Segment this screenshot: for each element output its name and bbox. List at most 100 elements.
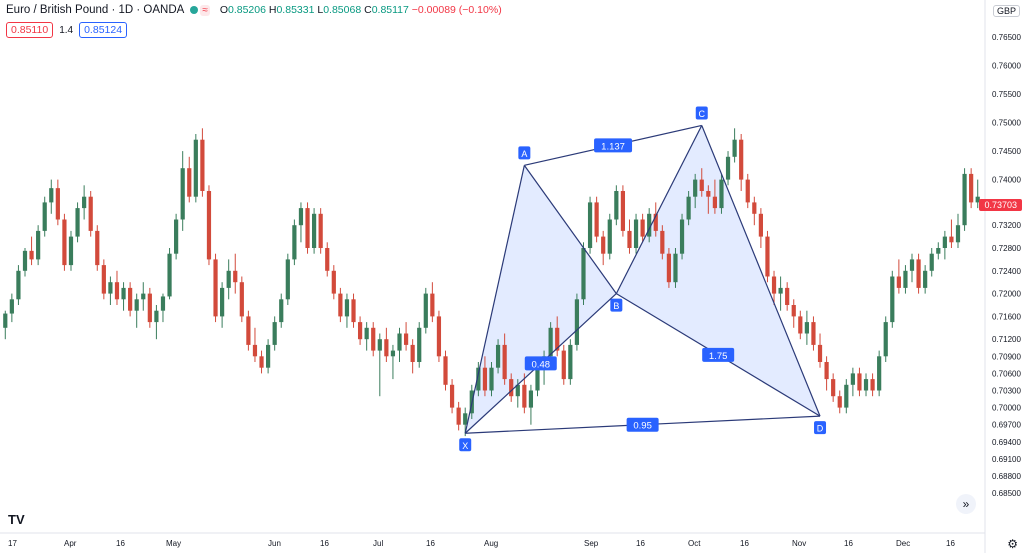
point-label-bg <box>695 106 708 120</box>
low-value: 0.85068 <box>323 4 362 16</box>
candle-body <box>706 191 711 197</box>
candle-body <box>666 253 672 283</box>
symbol-title[interactable]: Euro / British Pound · 1D · OANDA <box>6 4 185 16</box>
candle-body <box>771 276 777 294</box>
point-label-bg <box>518 146 531 160</box>
candle-body <box>141 293 146 300</box>
y-tick-label: 0.72800 <box>992 244 1021 253</box>
symbol-header: Euro / British Pound · 1D · OANDA ≈ O0.8… <box>6 4 502 16</box>
candle-body <box>581 248 586 300</box>
y-tick-label: 0.69400 <box>992 438 1021 447</box>
candle-body <box>68 236 74 266</box>
candle-body <box>555 327 560 351</box>
open-value: 0.85206 <box>227 4 266 16</box>
y-tick-label: 0.71600 <box>992 312 1021 321</box>
y-tick-label: 0.70300 <box>992 387 1021 396</box>
y-tick-label: 0.70000 <box>992 404 1021 413</box>
candle-body <box>449 384 455 408</box>
x-tick-label: Jul <box>373 539 383 548</box>
candle-body <box>909 259 915 271</box>
candle-body <box>311 213 317 248</box>
candle-body <box>752 202 757 214</box>
sell-price-button[interactable]: 0.85110 <box>6 22 54 38</box>
candle-body <box>712 196 717 209</box>
candle-body <box>279 299 284 323</box>
x-tick-label: 17 <box>8 539 17 548</box>
candle-body <box>82 196 87 209</box>
point-label: C <box>699 109 706 119</box>
candle-body <box>660 230 665 254</box>
candle-body <box>377 339 382 351</box>
pattern-line-cd <box>701 125 821 417</box>
candle-body <box>338 293 343 317</box>
point-label: X <box>462 441 468 451</box>
x-tick-label: 16 <box>426 539 435 548</box>
candle-body <box>36 230 41 260</box>
y-tick-label: 0.69700 <box>992 421 1021 430</box>
candle-body <box>548 327 553 357</box>
settings-gear-icon[interactable]: ⚙ <box>1007 537 1018 551</box>
x-tick-label: 16 <box>320 539 329 548</box>
candle-body <box>896 276 901 288</box>
candle-body <box>174 219 179 254</box>
tradingview-logo[interactable]: TV <box>8 512 25 527</box>
candle-body <box>384 339 389 357</box>
chevron-right-icon: » <box>962 497 970 511</box>
candle-body <box>614 191 619 220</box>
candle-body <box>923 270 928 288</box>
candle-body <box>633 219 639 248</box>
open-label: O <box>219 4 228 16</box>
candle-body <box>831 379 836 397</box>
candle-body <box>620 191 626 231</box>
currency-selector[interactable]: GBP <box>992 5 1020 17</box>
candle-body <box>371 327 376 351</box>
candle-body <box>403 333 409 345</box>
pattern-line-ab <box>523 165 617 294</box>
candle-body <box>436 316 442 357</box>
candle-body <box>463 413 468 425</box>
candle-body <box>903 270 908 288</box>
candle-body <box>798 316 803 334</box>
candle-body <box>305 208 310 248</box>
close-value: 0.85117 <box>371 4 409 16</box>
candle-body <box>220 287 225 317</box>
candle-body <box>180 168 185 220</box>
indicator-wave-icon[interactable]: ≈ <box>200 4 210 16</box>
x-tick-label: Dec <box>896 539 910 548</box>
candle-body <box>502 344 507 380</box>
candle-body <box>55 188 60 220</box>
candle-body <box>226 270 231 288</box>
candle-body <box>482 367 488 391</box>
x-tick-label: May <box>166 539 181 548</box>
candle-body <box>49 188 54 203</box>
candle-body <box>568 344 573 380</box>
candle-body <box>154 310 159 323</box>
candle-body <box>877 356 882 391</box>
point-label-bg <box>814 421 827 435</box>
candle-body <box>883 322 888 357</box>
candle-body <box>285 259 290 300</box>
status-icons: ≈ <box>190 4 210 16</box>
candle-body <box>167 253 172 297</box>
candle-body <box>929 253 934 271</box>
candle-body <box>679 219 685 254</box>
candle-body <box>9 299 14 314</box>
candle-body <box>758 213 763 237</box>
candle-body <box>890 276 895 323</box>
candle-body <box>863 379 869 391</box>
candle-body <box>857 373 862 391</box>
buy-price-button[interactable]: 0.85124 <box>79 22 128 38</box>
scroll-to-realtime-button[interactable]: » <box>956 494 976 514</box>
candle-body <box>515 384 520 397</box>
candle-body <box>193 139 198 197</box>
candle-body <box>390 350 396 357</box>
candle-body <box>259 356 264 368</box>
candle-body <box>739 139 744 180</box>
candle-body <box>476 367 481 391</box>
candle-body <box>653 213 658 231</box>
candle-body <box>266 344 271 368</box>
candle-body <box>785 287 790 305</box>
candle-body <box>535 367 540 391</box>
pattern-triangle-bcd <box>616 125 821 417</box>
